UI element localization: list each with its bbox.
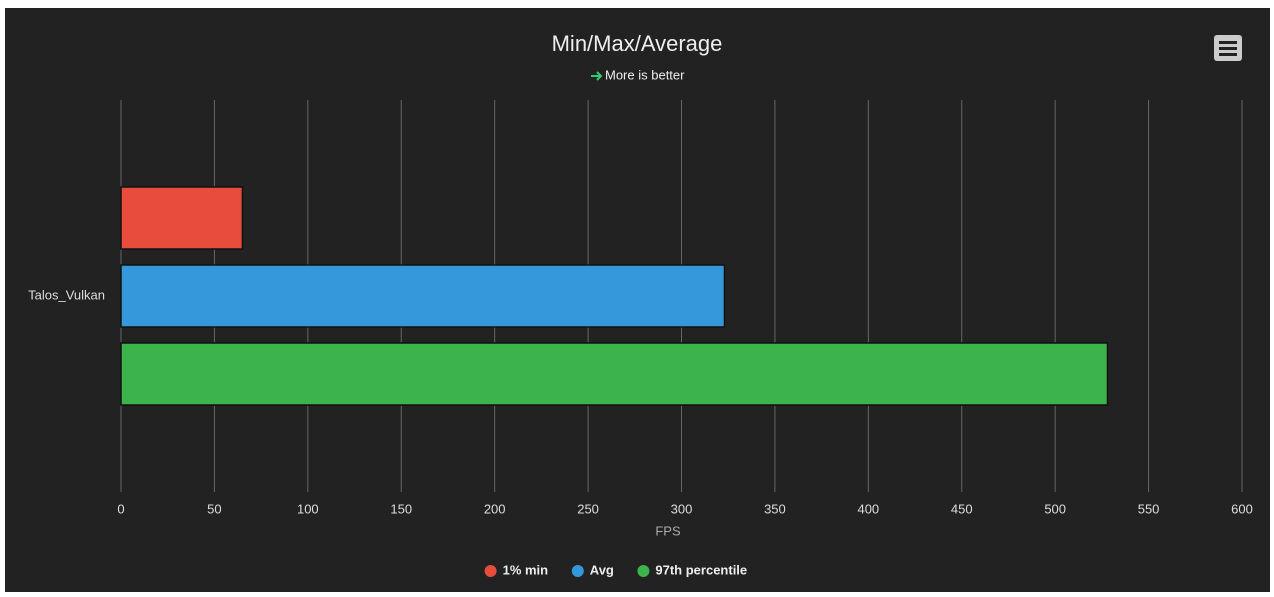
chart-subtitle: More is better: [605, 67, 685, 82]
legend-label: 97th percentile: [655, 562, 747, 577]
subtitle-arrow: [591, 71, 603, 81]
x-tick-label: 350: [764, 501, 786, 516]
bar: [120, 264, 726, 328]
legend-label: 1% min: [503, 562, 549, 577]
menu-button[interactable]: [1214, 35, 1242, 61]
x-tick-label: 500: [1044, 501, 1066, 516]
x-tick-label: 0: [117, 501, 124, 516]
legend-marker: [637, 565, 650, 577]
x-tick-label: 600: [1231, 501, 1253, 516]
x-tick-label: 400: [857, 501, 879, 516]
x-tick-label: 200: [484, 501, 506, 516]
x-tick-label: 550: [1138, 501, 1160, 516]
legend-marker: [571, 565, 584, 577]
x-tick-label: 300: [671, 501, 693, 516]
x-axis-label: FPS: [655, 523, 681, 538]
legend-label: Avg: [590, 562, 614, 577]
chart-title: Min/Max/Average: [552, 31, 723, 56]
x-tick-label: 150: [390, 501, 412, 516]
bar: [120, 342, 1109, 406]
x-tick-label: 100: [297, 501, 319, 516]
x-tick-label: 250: [577, 501, 599, 516]
x-tick-label: 450: [951, 501, 973, 516]
bar: [120, 186, 244, 250]
legend-marker: [484, 565, 497, 577]
x-tick-label: 50: [207, 501, 221, 516]
y-tick-label: Talos_Vulkan: [28, 287, 105, 302]
